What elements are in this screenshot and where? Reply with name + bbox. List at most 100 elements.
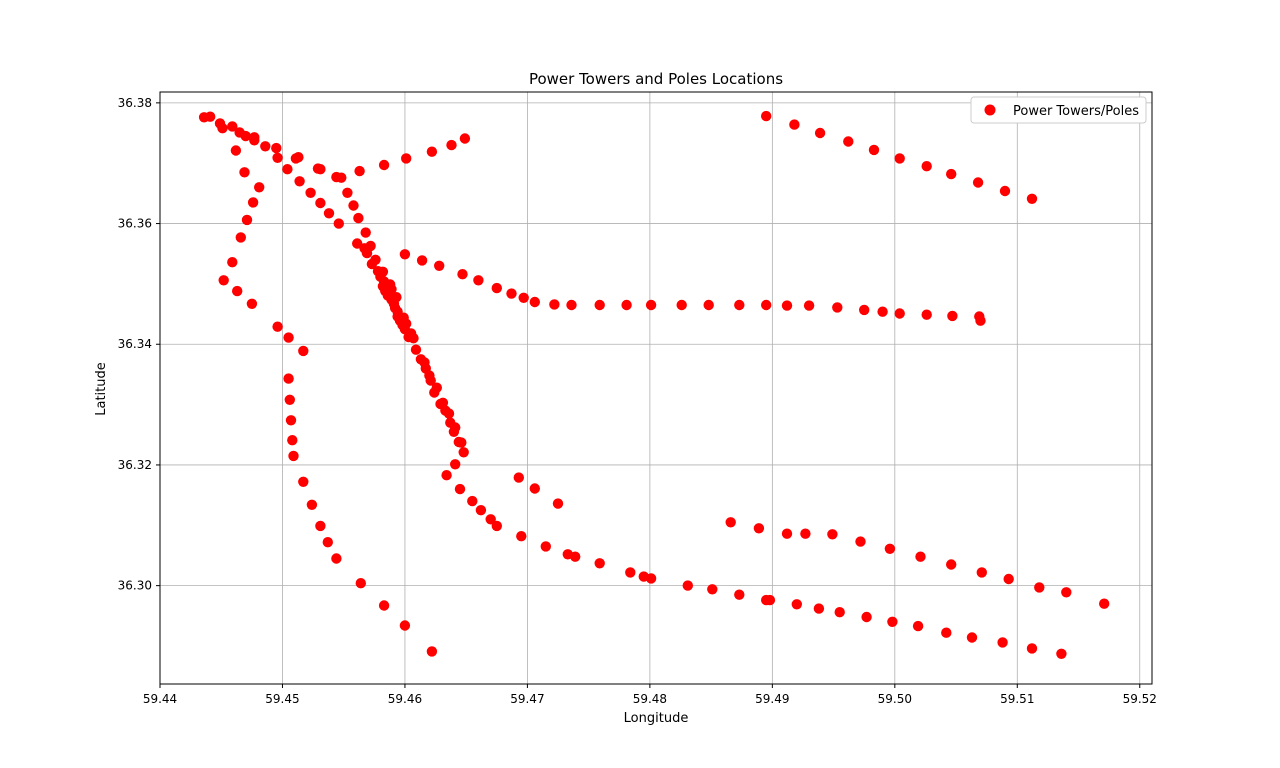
- legend-box: [970, 96, 1147, 124]
- data-point: [813, 603, 825, 614]
- data-point: [549, 299, 560, 310]
- data-point: [791, 599, 802, 610]
- x-tick-label: 59.44: [143, 692, 177, 706]
- data-point: [342, 187, 353, 198]
- grid: [159, 92, 1152, 684]
- data-point: [1003, 573, 1014, 585]
- data-point: [287, 435, 298, 446]
- data-point: [868, 144, 880, 156]
- data-point: [997, 637, 1008, 648]
- data-point: [355, 578, 366, 589]
- data-point: [348, 200, 359, 211]
- y-tick-label: 36.34: [118, 337, 152, 351]
- data-point: [625, 567, 636, 578]
- data-point: [725, 517, 736, 528]
- data-point: [283, 332, 294, 343]
- data-point: [834, 607, 845, 618]
- data-point: [333, 218, 344, 229]
- data-point: [921, 309, 932, 320]
- data-point: [894, 153, 905, 164]
- data-point: [305, 187, 316, 198]
- data-point: [434, 260, 445, 271]
- data-point: [391, 292, 402, 303]
- data-point: [232, 285, 243, 297]
- data-point: [450, 459, 461, 470]
- data-point: [401, 318, 412, 329]
- data-point: [1056, 648, 1067, 659]
- data-point: [877, 306, 888, 317]
- data-point: [378, 600, 390, 611]
- x-tick-label: 59.48: [633, 692, 667, 706]
- data-point: [734, 299, 745, 311]
- data-point: [298, 476, 309, 487]
- data-point: [645, 299, 657, 311]
- data-point: [467, 495, 478, 507]
- data-point: [322, 537, 333, 548]
- data-point: [843, 136, 854, 147]
- data-point: [947, 310, 958, 322]
- data-point: [227, 121, 238, 132]
- data-point: [529, 483, 540, 494]
- data-point: [235, 232, 246, 243]
- data-point: [456, 437, 467, 448]
- plot-frame: [159, 91, 1153, 685]
- data-point: [513, 472, 524, 483]
- data-point: [855, 536, 866, 547]
- data-point: [703, 299, 714, 311]
- data-point: [761, 110, 772, 122]
- y-tick-label: 36.32: [118, 458, 152, 472]
- data-point: [272, 152, 283, 163]
- data-point: [315, 520, 326, 532]
- data-point: [288, 450, 299, 462]
- data-point: [707, 584, 718, 595]
- x-axis-label: Longitude: [624, 711, 689, 726]
- data-point: [832, 302, 843, 313]
- data-point: [230, 145, 242, 156]
- x-tick-label: 59.50: [878, 692, 912, 706]
- x-tick-label: 59.46: [388, 692, 422, 706]
- data-point: [921, 161, 932, 172]
- y-tick-label: 36.30: [118, 579, 152, 593]
- data-point: [282, 164, 293, 175]
- data-point: [570, 551, 581, 562]
- data-point: [457, 269, 468, 280]
- data-point: [459, 133, 471, 144]
- data-point: [218, 275, 229, 286]
- data-point: [473, 275, 484, 286]
- data-point: [803, 300, 815, 311]
- data-point: [800, 528, 811, 539]
- data-point: [1026, 193, 1038, 204]
- data-point: [645, 573, 657, 584]
- y-tick-label: 36.38: [118, 96, 152, 110]
- data-point: [941, 627, 952, 638]
- data-point: [217, 123, 228, 134]
- data-point: [377, 266, 389, 277]
- data-point: [966, 632, 978, 643]
- data-point: [354, 165, 365, 177]
- data-point: [283, 373, 294, 384]
- data-point: [246, 298, 258, 309]
- data-point: [894, 308, 905, 319]
- chart-title: Power Towers and Poles Locations: [529, 70, 783, 88]
- data-point: [781, 300, 793, 311]
- data-point: [443, 408, 455, 419]
- data-point: [298, 345, 309, 357]
- data-point: [676, 299, 687, 311]
- data-point: [814, 127, 826, 139]
- data-point: [789, 119, 800, 130]
- data-point: [410, 344, 422, 355]
- data-point: [540, 541, 551, 552]
- data-point: [386, 284, 397, 295]
- data-point: [271, 142, 282, 154]
- data-point: [915, 551, 926, 562]
- data-point: [552, 498, 564, 509]
- data-point: [594, 558, 605, 569]
- data-point: [946, 559, 957, 570]
- data-point: [254, 182, 265, 193]
- x-tick-label: 59.45: [265, 692, 299, 706]
- data-point: [454, 483, 466, 495]
- data-point: [621, 299, 632, 311]
- data-point: [566, 299, 577, 311]
- data-point: [491, 282, 502, 294]
